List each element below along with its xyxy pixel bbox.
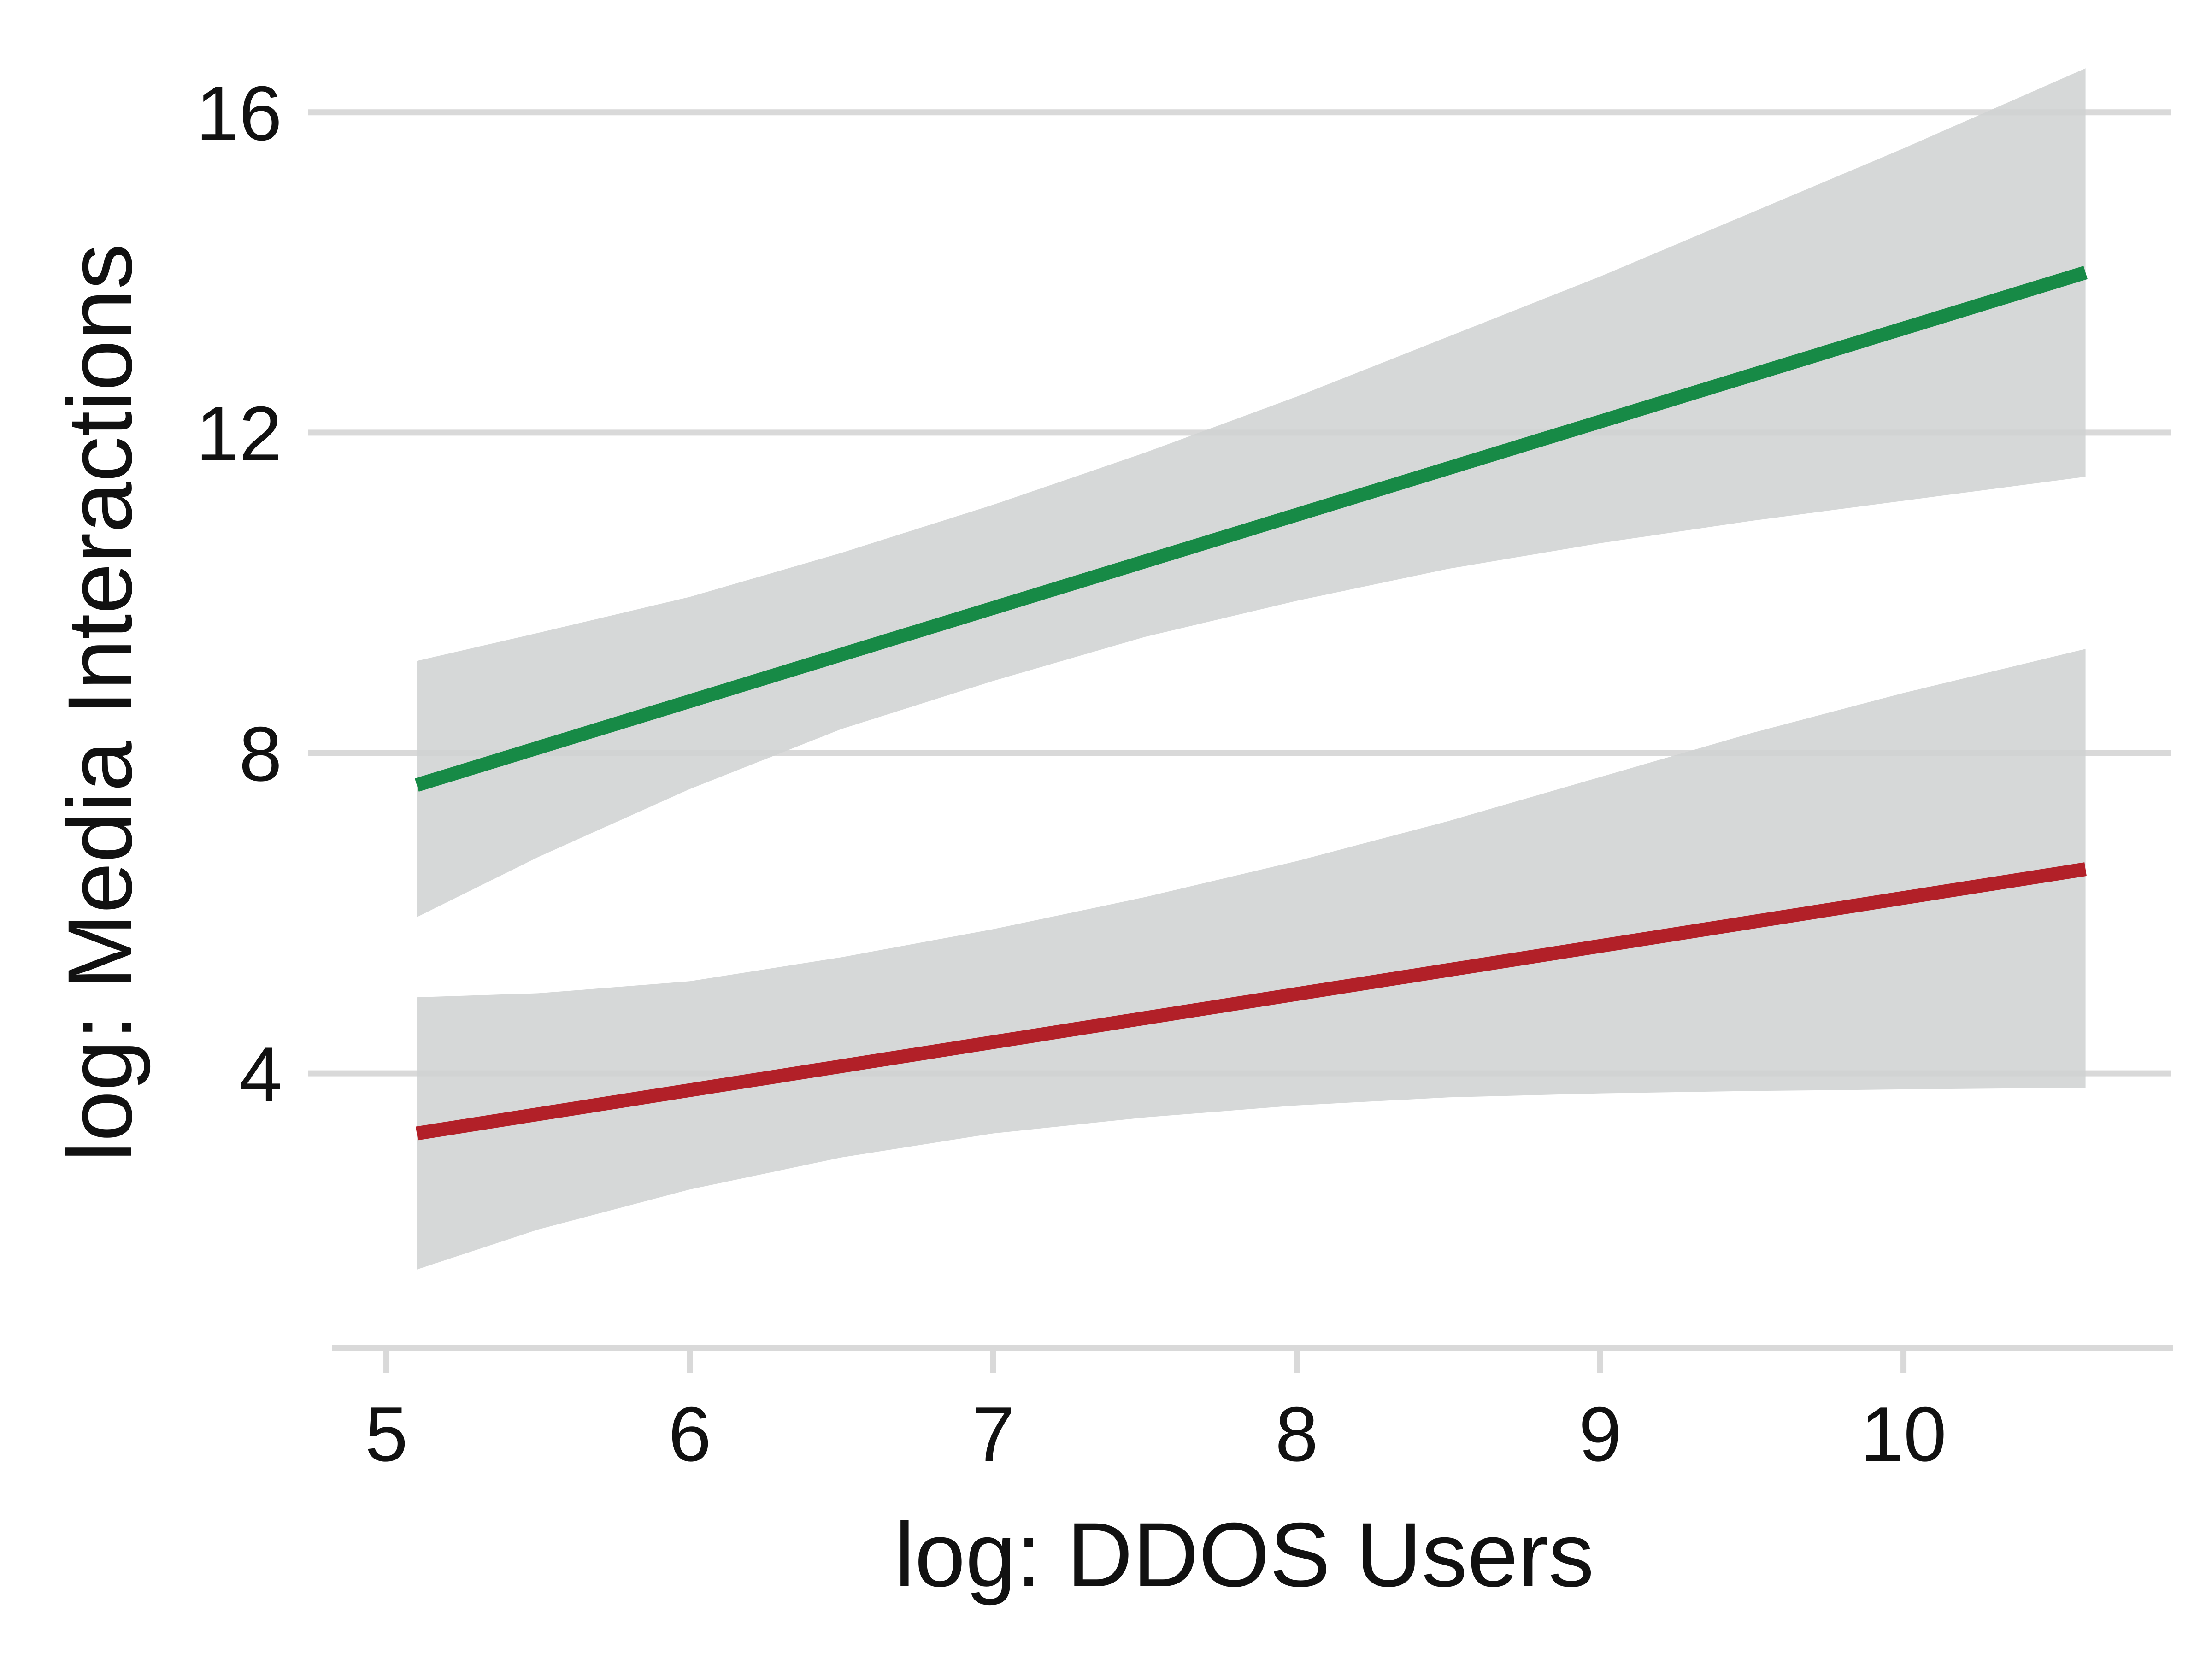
x-tick-label-5: 5 [365, 1391, 408, 1477]
x-tick-label-6: 6 [668, 1391, 711, 1477]
y-tick-label-12: 12 [196, 390, 282, 477]
ci-band-upper [417, 68, 2086, 918]
x-tick-label-10: 10 [1860, 1391, 1947, 1477]
x-tick-label-8: 8 [1275, 1391, 1318, 1477]
x-axis-label: log: DDOS Users [894, 1504, 1594, 1606]
y-axis-label: log: Media Interactions [49, 244, 151, 1162]
series-line-upper [414, 265, 2088, 792]
x-tick-label-9: 9 [1578, 1391, 1621, 1477]
y-tick-label-4: 4 [239, 1031, 282, 1118]
y-tick-label-16: 16 [196, 70, 282, 157]
x-tick-label-7: 7 [972, 1391, 1015, 1477]
ci-band-lower [417, 649, 2086, 1270]
series-line-lower [416, 862, 2087, 1141]
series-lines [414, 265, 2088, 1141]
y-tick-label-8: 8 [239, 711, 282, 797]
x-axis [332, 1345, 2173, 1373]
confidence-bands [417, 68, 2086, 1270]
tick-labels: 4 8 12 16 5 6 7 8 9 10 [196, 70, 1947, 1477]
